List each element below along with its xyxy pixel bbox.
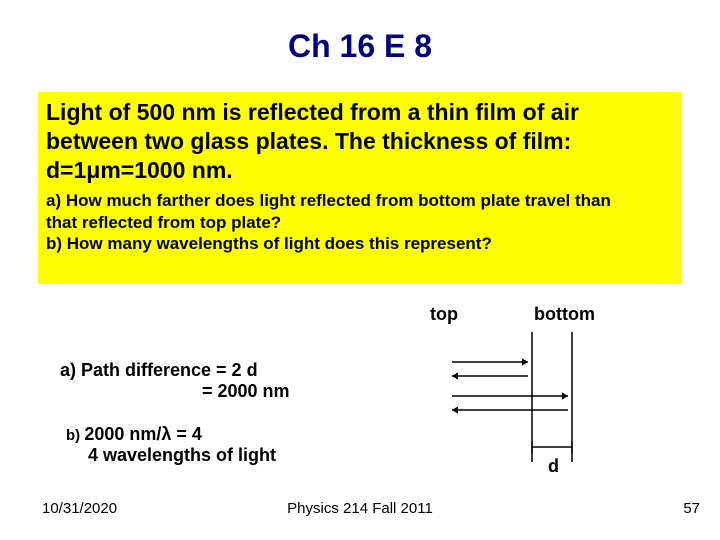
- footer-course: Physics 214 Fall 2011: [260, 500, 460, 517]
- problem-line-3: d=1μm=1000 nm.: [46, 156, 674, 185]
- answer-a-line2: = 2000 nm: [60, 381, 290, 402]
- question-a-line2: that reflected from top plate?: [46, 212, 674, 233]
- reflection-diagram: [442, 332, 642, 472]
- diagram-label-bottom: bottom: [534, 304, 595, 325]
- answer-b-line2: 4 wavelengths of light: [66, 445, 276, 466]
- question-a-line1: a) How much farther does light reflected…: [46, 190, 674, 211]
- answer-b-prefix: b): [66, 427, 84, 444]
- problem-box: Light of 500 nm is reflected from a thin…: [38, 92, 682, 284]
- footer-page-number: 57: [660, 500, 700, 517]
- answer-b: b) 2000 nm/λ = 4 4 wavelengths of light: [66, 424, 276, 466]
- answer-a-line1: a) Path difference = 2 d: [60, 360, 290, 381]
- question-list: a) How much farther does light reflected…: [38, 186, 682, 260]
- answer-b-line1: b) 2000 nm/λ = 4: [66, 424, 276, 445]
- question-b: b) How many wavelengths of light does th…: [46, 233, 674, 254]
- slide-title: Ch 16 E 8: [0, 28, 720, 65]
- problem-statement: Light of 500 nm is reflected from a thin…: [38, 92, 682, 186]
- footer-date: 10/31/2020: [42, 500, 117, 517]
- answer-b-main: 2000 nm/λ = 4: [84, 424, 202, 444]
- diagram-label-top: top: [430, 304, 458, 325]
- problem-line-2: between two glass plates. The thickness …: [46, 127, 674, 156]
- answer-a: a) Path difference = 2 d = 2000 nm: [60, 360, 290, 402]
- problem-line-1: Light of 500 nm is reflected from a thin…: [46, 98, 674, 127]
